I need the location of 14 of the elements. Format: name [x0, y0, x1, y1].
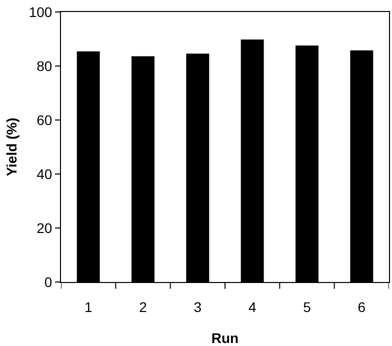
y-tick-label: 60 — [36, 112, 52, 128]
x-tick-label: 5 — [303, 298, 312, 315]
y-tick-label: 80 — [36, 58, 52, 74]
x-tick-label: 3 — [194, 298, 202, 315]
y-tick-label: 40 — [36, 166, 52, 182]
y-tick-label: 20 — [36, 220, 52, 236]
x-tick-label: 2 — [139, 298, 148, 315]
y-tick-label: 0 — [44, 274, 52, 290]
y-axis-title: Yield (%) — [3, 118, 20, 176]
x-tick-label: 1 — [84, 298, 92, 315]
x-tick-label: 6 — [358, 298, 366, 315]
x-tick-label: 4 — [248, 298, 256, 315]
y-tick-label: 100 — [28, 4, 52, 20]
x-axis-title: Run — [211, 330, 239, 346]
